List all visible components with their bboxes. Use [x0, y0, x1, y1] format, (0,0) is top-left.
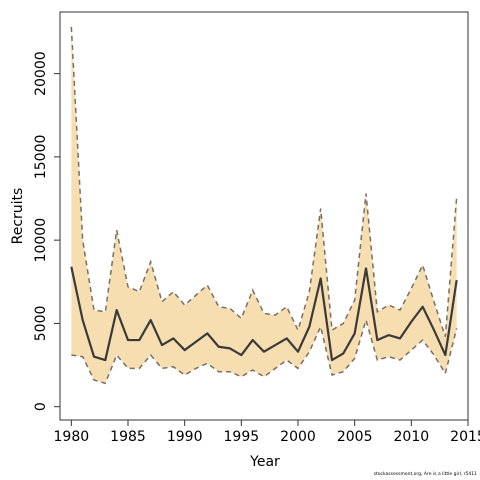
x-axis-label: Year [249, 454, 280, 470]
upper-bound-line [70, 26, 458, 337]
lower-bound-line [71, 317, 458, 385]
x-tick-label: 2000 [280, 429, 316, 445]
y-axis-label: Recruits [10, 188, 26, 245]
plot-frame [59, 11, 469, 421]
y-tick-label: 0 [33, 402, 49, 411]
x-tick-label: 1980 [54, 429, 90, 445]
x-tick-label: 1990 [167, 429, 203, 445]
x-tick-label: 1995 [224, 429, 260, 445]
y-tick-label: 5000 [33, 306, 49, 342]
axes: 1980 1985 1990 1995 2000 2005 2010 2015 0 5000 100… [33, 11, 480, 445]
x-tick-label: 2005 [337, 429, 373, 445]
x-tick-label: 1985 [110, 429, 146, 445]
x-tick-label: 2015 [450, 429, 480, 445]
y-tick-label: 10000 [33, 218, 49, 263]
recruits-line [70, 266, 458, 362]
y-tick-label: 20000 [33, 51, 49, 96]
confidence-band [71, 26, 457, 384]
footnote: stockassessment.org, Are is a little gir… [373, 472, 477, 477]
y-tick-label: 15000 [33, 135, 49, 180]
plot-area [70, 26, 458, 385]
x-tick-label: 2010 [394, 429, 430, 445]
